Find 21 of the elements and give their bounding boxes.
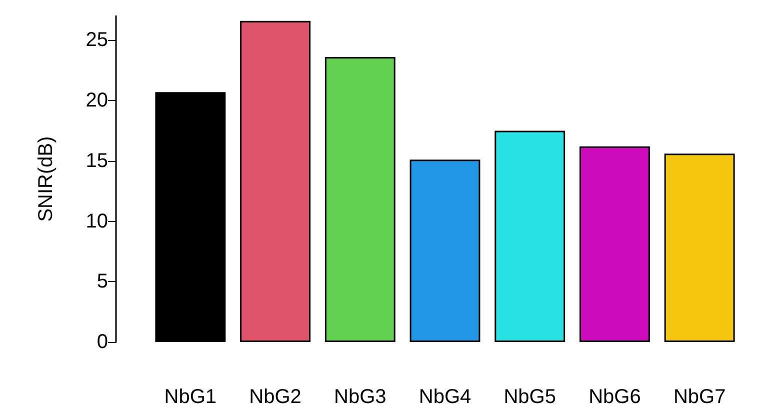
bar xyxy=(494,130,566,342)
bar xyxy=(410,160,480,342)
bar xyxy=(155,92,226,342)
y-tick-label: 10 xyxy=(86,210,108,232)
x-tick-label: NbG5 xyxy=(504,386,556,408)
bar xyxy=(664,154,735,342)
x-tick-label: NbG4 xyxy=(418,386,472,408)
bar xyxy=(324,57,396,342)
x-tick-label: NbG7 xyxy=(673,386,726,408)
x-tick-label: NbG1 xyxy=(164,386,217,408)
bar xyxy=(580,146,650,342)
y-axis-title: SNIR(dB) xyxy=(35,136,57,222)
y-tick-label: 25 xyxy=(86,29,108,52)
y-tick-label: 15 xyxy=(86,150,108,172)
x-tick-label: NbG3 xyxy=(334,386,386,408)
y-tick-label: 0 xyxy=(96,331,108,353)
y-tick-label: 20 xyxy=(86,90,108,112)
bar xyxy=(240,20,310,342)
x-tick-label: NbG2 xyxy=(249,386,302,408)
y-tick-label: 5 xyxy=(96,270,108,293)
x-tick-label: NbG6 xyxy=(588,386,641,408)
